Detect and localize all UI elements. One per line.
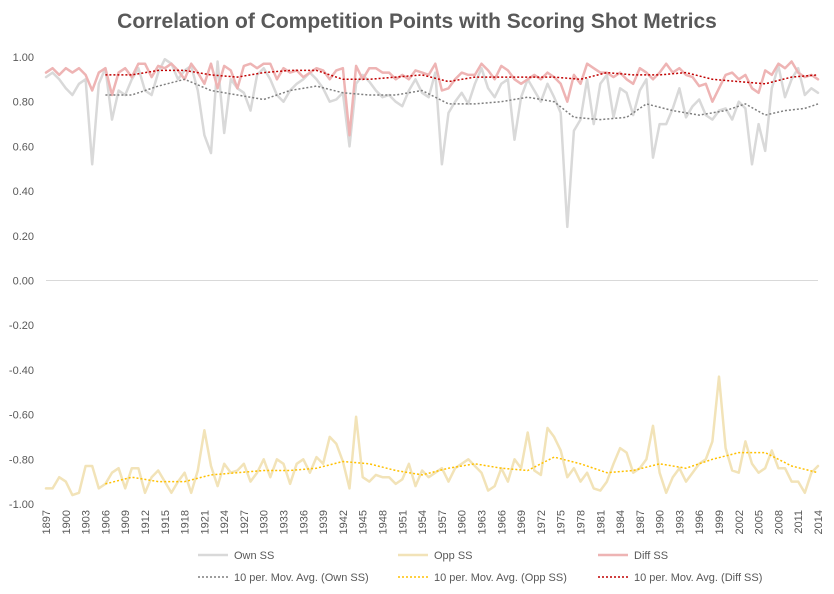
legend-label: Diff SS <box>634 550 668 562</box>
x-tick-label: 2008 <box>773 510 785 534</box>
x-tick-label: 1918 <box>180 510 192 534</box>
y-tick-label: 0.00 <box>13 276 34 288</box>
y-tick-label: -0.80 <box>9 454 34 466</box>
series-line-opp-ss <box>44 375 820 497</box>
x-tick-label: 1993 <box>674 510 686 534</box>
x-tick-label: 1996 <box>694 510 706 534</box>
x-tick-label: 1915 <box>160 510 172 534</box>
y-tick-label: 1.00 <box>13 52 34 64</box>
x-tick-label: 2002 <box>734 510 746 534</box>
series-line-10-per-mov-avg-own-ss <box>105 78 819 121</box>
x-tick-label: 1978 <box>575 510 587 534</box>
x-tick-label: 2014 <box>813 510 825 534</box>
legend-label: Opp SS <box>434 550 473 562</box>
y-tick-label: -0.20 <box>9 320 34 332</box>
series-line-own-ss <box>44 57 820 229</box>
x-tick-label: 1900 <box>61 510 73 534</box>
y-tick-label: 0.60 <box>13 141 34 153</box>
x-tick-label: 1936 <box>298 510 310 534</box>
x-tick-label: 1897 <box>41 510 53 534</box>
x-tick-label: 2011 <box>793 510 805 534</box>
x-tick-label: 1939 <box>318 510 330 534</box>
y-tick-label: -0.40 <box>9 365 34 377</box>
series-line-10-per-mov-avg-diff-ss <box>105 69 819 85</box>
y-tick-label: -0.60 <box>9 410 34 422</box>
x-tick-label: 1999 <box>714 510 726 534</box>
x-tick-label: 1924 <box>219 510 231 534</box>
x-tick-label: 1909 <box>120 510 132 534</box>
x-tick-label: 1963 <box>476 510 488 534</box>
series-layer <box>44 57 820 497</box>
legend-label: 10 per. Mov. Avg. (Diff SS) <box>634 572 762 584</box>
y-tick-label: 0.20 <box>13 231 34 243</box>
x-tick-label: 1930 <box>259 510 271 534</box>
x-tick-label: 1903 <box>81 510 93 534</box>
x-tick-label: 1966 <box>496 510 508 534</box>
x-tick-label: 1984 <box>615 510 627 534</box>
x-tick-label: 1987 <box>635 510 647 534</box>
x-tick-label: 1945 <box>358 510 370 534</box>
y-tick-label: -1.00 <box>9 499 34 511</box>
chart-title: Correlation of Competition Points with S… <box>117 10 717 33</box>
series-line-10-per-mov-avg-opp-ss <box>105 451 819 485</box>
x-tick-label: 1972 <box>536 510 548 534</box>
legend-label: Own SS <box>234 550 274 562</box>
x-tick-label: 1957 <box>437 510 449 534</box>
x-tick-label: 1906 <box>100 510 112 534</box>
x-tick-label: 1933 <box>279 510 291 534</box>
x-tick-label: 1990 <box>655 510 667 534</box>
x-tick-label: 1912 <box>140 510 152 534</box>
x-tick-label: 2005 <box>754 510 766 534</box>
x-axis-ticks: 1897 1900 1903 1906 1909 1912 1915 1918 1921 1924… <box>41 510 825 534</box>
chart-legend: Own SS Opp SS Diff SS 10 per. Mov. Avg. (Ow… <box>198 550 762 584</box>
x-tick-label: 1969 <box>516 510 528 534</box>
x-tick-label: 1975 <box>556 510 568 534</box>
legend-label: 10 per. Mov. Avg. (Opp SS) <box>434 572 567 584</box>
x-tick-label: 1951 <box>397 510 409 534</box>
x-tick-label: 1927 <box>239 510 251 534</box>
x-tick-label: 1954 <box>417 510 429 534</box>
x-tick-label: 1960 <box>457 510 469 534</box>
legend-label: 10 per. Mov. Avg. (Own SS) <box>234 572 369 584</box>
y-tick-label: 0.80 <box>13 97 34 109</box>
x-tick-label: 1981 <box>595 510 607 534</box>
x-tick-label: 1942 <box>338 510 350 534</box>
series-line-diff-ss <box>44 60 820 137</box>
y-tick-label: 0.40 <box>13 186 34 198</box>
x-tick-label: 1921 <box>199 510 211 534</box>
x-tick-label: 1948 <box>378 510 390 534</box>
y-axis-ticks: 1.00 0.80 0.60 0.40 0.20 0.00 -0.20 -0.40 -0.60 -… <box>9 52 34 511</box>
